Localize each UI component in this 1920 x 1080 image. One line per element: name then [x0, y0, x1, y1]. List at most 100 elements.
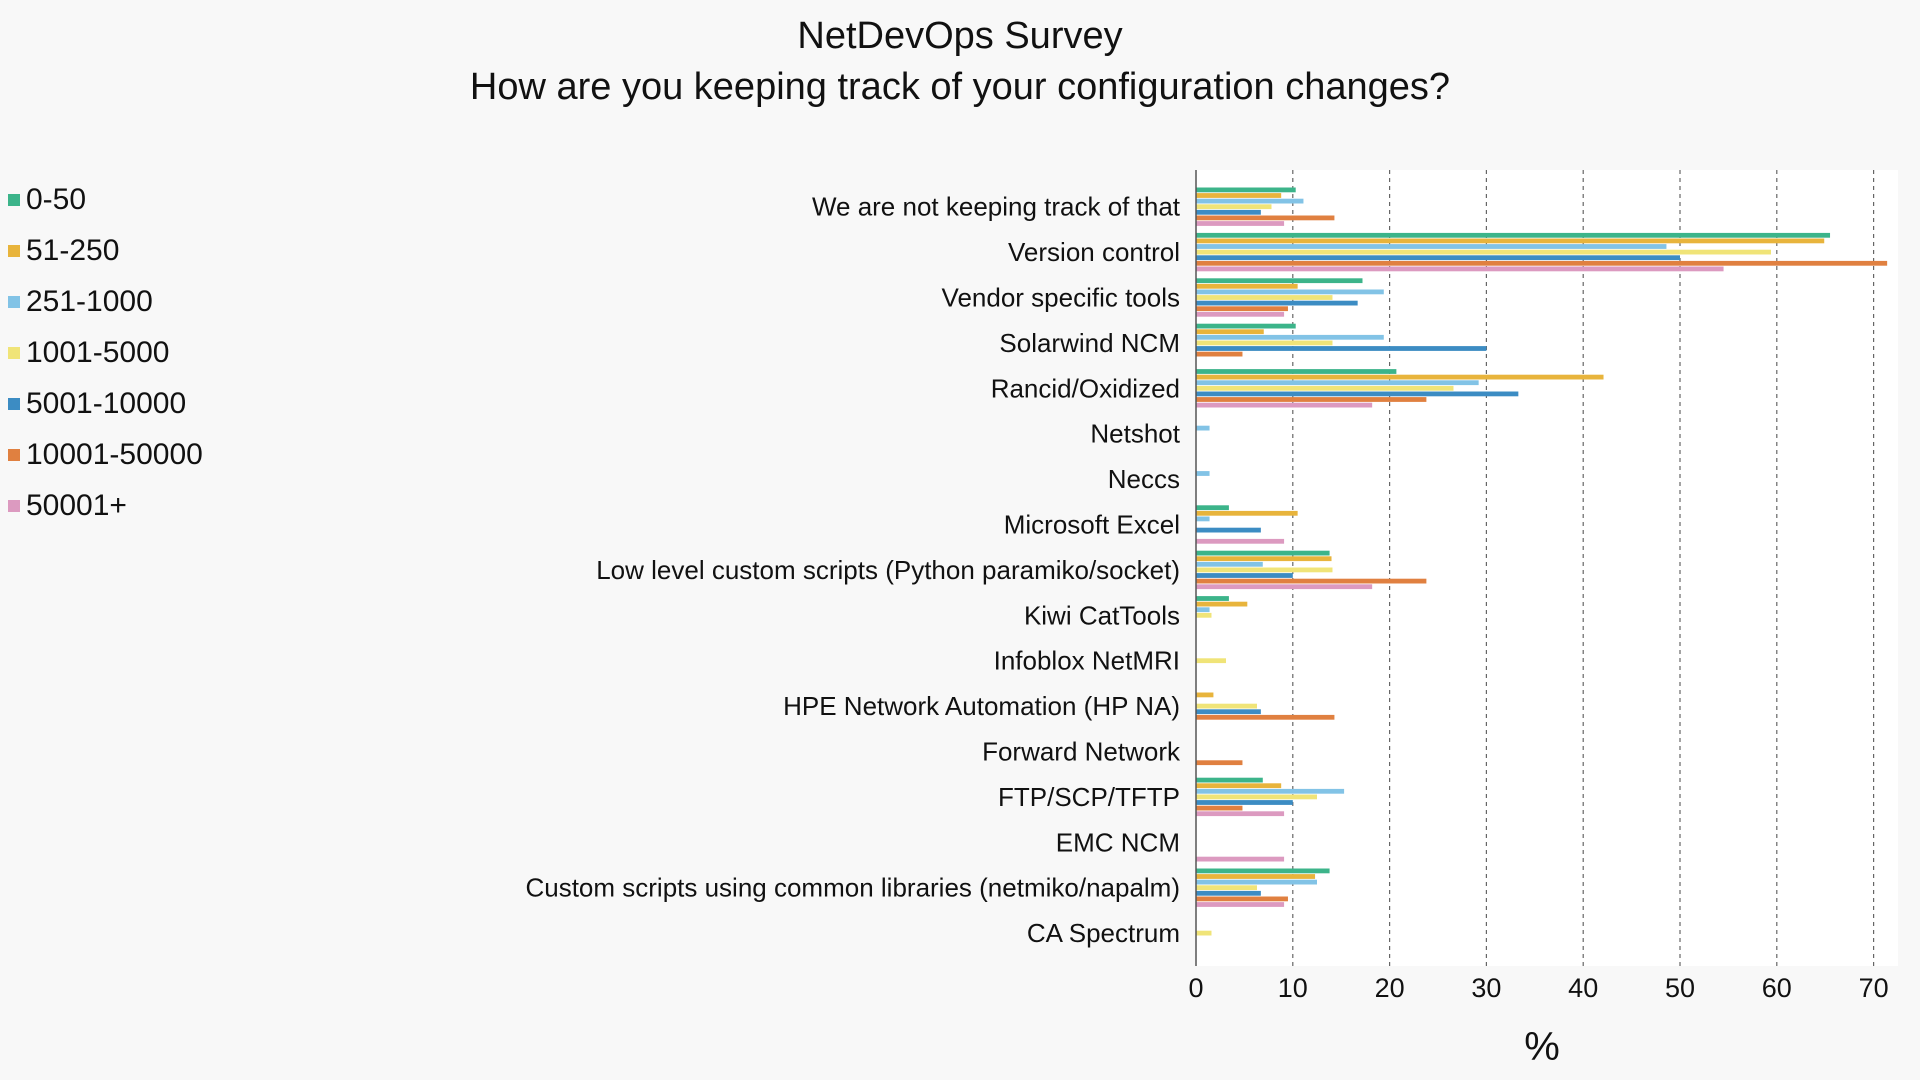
bar	[1196, 374, 1604, 380]
bar	[1196, 289, 1384, 295]
bar	[1196, 596, 1229, 601]
bar	[1196, 692, 1214, 698]
bar	[1196, 567, 1333, 573]
x-tick-label: 60	[1762, 973, 1792, 1003]
bar	[1196, 601, 1248, 607]
bar	[1196, 198, 1304, 204]
bar	[1196, 584, 1373, 590]
legend-label: 251-1000	[26, 284, 153, 318]
bar	[1196, 249, 1771, 255]
legend-item: 10001-50000	[8, 429, 203, 480]
bar	[1196, 283, 1298, 289]
chart-title: NetDevOps Survey	[797, 15, 1122, 57]
legend-item: 50001+	[8, 480, 203, 531]
bar	[1196, 516, 1210, 522]
category-label: HPE Network Automation (HP NA)	[783, 691, 1180, 721]
bars	[1196, 187, 1888, 936]
category-label: We are not keeping track of that	[812, 192, 1181, 222]
bar	[1196, 879, 1317, 885]
x-tick-label: 30	[1471, 973, 1501, 1003]
category-label: Netshot	[1090, 419, 1180, 449]
bar	[1196, 902, 1285, 907]
legend-swatch	[8, 397, 20, 410]
bar	[1196, 311, 1285, 317]
bar	[1196, 221, 1285, 226]
category-label: Infoblox NetMRI	[994, 646, 1180, 676]
bar	[1196, 607, 1210, 613]
bar	[1196, 658, 1227, 664]
legend-swatch	[8, 193, 20, 206]
bar	[1196, 391, 1519, 397]
bar	[1196, 295, 1333, 300]
bar	[1196, 505, 1229, 511]
legend-swatch	[8, 346, 20, 359]
bar	[1196, 760, 1243, 766]
bar	[1196, 329, 1264, 335]
bar	[1196, 573, 1293, 578]
bar	[1196, 612, 1212, 618]
bar	[1196, 255, 1680, 261]
legend-swatch	[8, 295, 20, 308]
bar	[1196, 788, 1345, 794]
bar	[1196, 340, 1333, 346]
bar	[1196, 209, 1261, 215]
legend-label: 10001-50000	[26, 437, 203, 471]
bar	[1196, 397, 1427, 402]
bar	[1196, 578, 1427, 584]
category-label: Kiwi CatTools	[1024, 600, 1180, 630]
bar	[1196, 215, 1335, 221]
legend-label: 0-50	[26, 182, 87, 216]
bar	[1196, 351, 1243, 357]
category-label: Neccs	[1108, 464, 1180, 494]
category-label: Solarwind NCM	[999, 328, 1180, 358]
legend-item: 5001-10000	[8, 378, 203, 429]
bar	[1196, 193, 1282, 198]
bar	[1196, 874, 1316, 879]
bar	[1196, 471, 1210, 476]
bar	[1196, 550, 1330, 556]
x-tick-label: 20	[1375, 973, 1405, 1003]
bar	[1196, 425, 1210, 431]
legend-item: 251-1000	[8, 276, 203, 327]
bar	[1196, 244, 1667, 249]
bar	[1196, 868, 1330, 874]
legend-item: 51-250	[8, 225, 203, 276]
bar	[1196, 232, 1831, 238]
bar	[1196, 714, 1335, 720]
category-label: Forward Network	[982, 737, 1181, 767]
x-tick-label: 10	[1278, 973, 1308, 1003]
bar	[1196, 856, 1285, 862]
bar	[1196, 204, 1272, 210]
legend-swatch	[8, 244, 20, 257]
x-tick-label: 50	[1665, 973, 1695, 1003]
bar	[1196, 385, 1454, 391]
bar	[1196, 890, 1261, 896]
bar	[1196, 777, 1263, 783]
category-label: Microsoft Excel	[1004, 510, 1180, 540]
category-label: Vendor specific tools	[942, 283, 1180, 313]
bar	[1196, 300, 1358, 306]
legend-label: 1001-5000	[26, 335, 170, 369]
category-label: Version control	[1008, 237, 1180, 267]
bar	[1196, 538, 1285, 544]
bar	[1196, 238, 1825, 244]
category-labels: We are not keeping track of that Version …	[525, 192, 1181, 948]
x-tick-label: 0	[1188, 973, 1203, 1003]
bar	[1196, 278, 1363, 284]
legend: 0-50 51-250 251-1000 1001-5000 5001-10000 100…	[8, 174, 203, 531]
category-label: CA Spectrum	[1027, 918, 1180, 948]
bar	[1196, 380, 1479, 386]
x-tick-label: 40	[1568, 973, 1598, 1003]
chart-subtitle: How are you keeping track of your config…	[470, 66, 1450, 108]
bar	[1196, 709, 1261, 715]
bar	[1196, 306, 1288, 312]
bar	[1196, 187, 1296, 193]
x-tick-label: 70	[1859, 973, 1889, 1003]
bar	[1196, 527, 1261, 533]
legend-label: 5001-10000	[26, 386, 187, 420]
x-axis-label: %	[1524, 1025, 1560, 1069]
legend-label: 50001+	[26, 488, 127, 522]
bar	[1196, 885, 1257, 891]
legend-item: 1001-5000	[8, 327, 203, 378]
